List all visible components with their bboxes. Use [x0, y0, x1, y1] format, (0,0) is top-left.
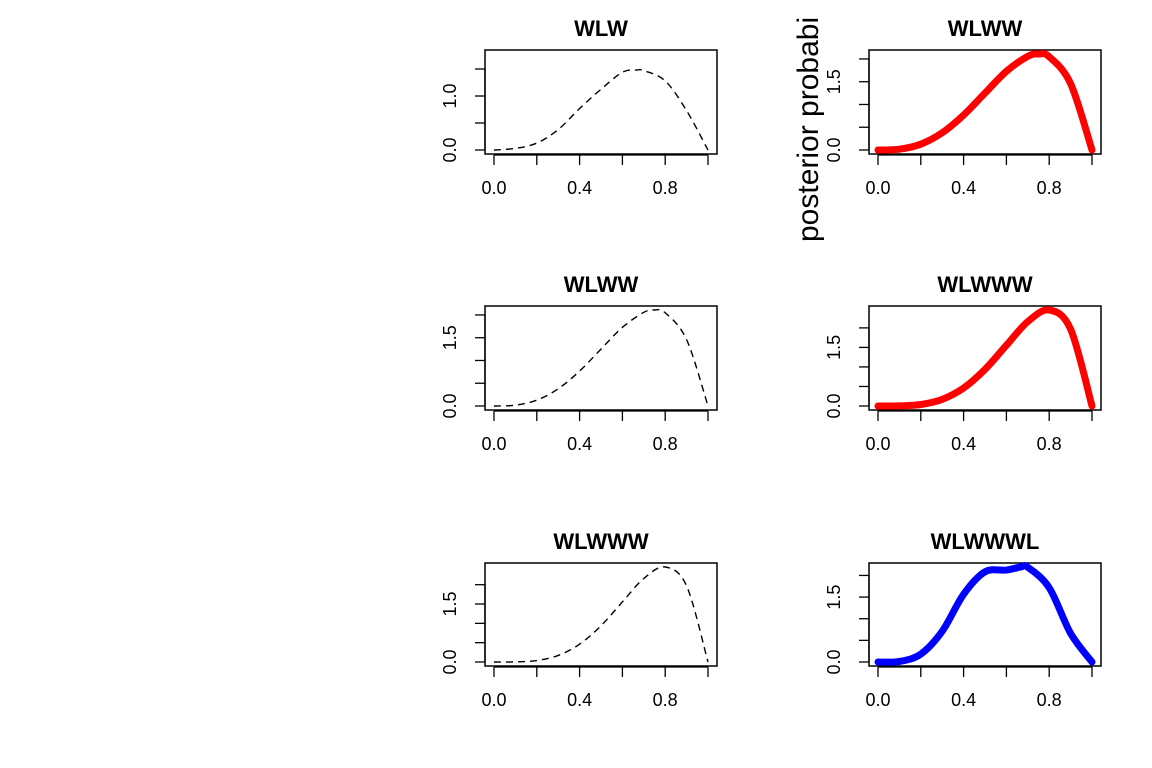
y-tick-label: 1.5 — [440, 325, 460, 350]
panel-6: WLWWWL 0.0 0.4 0.8 0.0 1.5 — [824, 529, 1102, 710]
x-tick-label: 0.0 — [481, 178, 506, 198]
plot-frame — [484, 562, 718, 667]
x-tick-label: 0.4 — [567, 178, 592, 198]
x-tick-label: 0.4 — [567, 690, 592, 710]
panel-title: WLWWW — [937, 272, 1033, 297]
density-curve — [493, 566, 709, 663]
y-tick-label: 0.0 — [824, 393, 844, 418]
density-curve — [493, 308, 709, 407]
density-curve — [493, 68, 709, 151]
x-tick-label: 0.0 — [865, 434, 890, 454]
y-tick-label: 0.0 — [440, 137, 460, 162]
x-tick-label: 0.8 — [653, 434, 678, 454]
panel-title: WLWW — [948, 16, 1023, 41]
panel-title: WLWWWL — [931, 529, 1040, 554]
x-tick-label: 0.8 — [1037, 690, 1062, 710]
x-tick-label: 0.8 — [1037, 434, 1062, 454]
x-tick-label: 0.0 — [481, 690, 506, 710]
panel-3: WLWW 0.0 0.4 0.8 0.0 1.5 — [440, 272, 718, 454]
x-tick-label: 0.8 — [1037, 178, 1062, 198]
plot-frame — [868, 49, 1102, 155]
panel-title: WLW — [574, 16, 628, 41]
x-tick-label: 0.4 — [951, 690, 976, 710]
y-tick-label: 1.5 — [824, 69, 844, 94]
x-tick-label: 0.8 — [653, 690, 678, 710]
density-curve — [874, 50, 1096, 154]
x-tick-label: 0.8 — [653, 178, 678, 198]
panel-4: WLWWW 0.0 0.4 0.8 0.0 1.5 — [824, 272, 1102, 454]
y-tick-label: 0.0 — [824, 137, 844, 162]
y-tick-label: 0.0 — [440, 393, 460, 418]
panel-1: WLW 0.0 0.4 0.8 0.0 1.0 — [440, 16, 718, 198]
y-tick-label: 1.0 — [440, 83, 460, 108]
x-tick-label: 0.0 — [481, 434, 506, 454]
y-tick-label: 1.5 — [824, 335, 844, 360]
stray-ylabel: posterior probabi — [792, 17, 825, 242]
density-curve — [874, 562, 1096, 666]
x-tick-label: 0.4 — [951, 178, 976, 198]
y-tick-label: 1.5 — [824, 585, 844, 610]
plot-frame — [484, 49, 718, 155]
y-tick-label: 0.0 — [440, 649, 460, 674]
plot-frame — [484, 305, 718, 411]
panel-title: WLWW — [564, 272, 639, 297]
x-tick-label: 0.0 — [865, 178, 890, 198]
density-curve — [874, 306, 1096, 410]
y-tick-label: 1.5 — [440, 592, 460, 617]
panel-title: WLWWW — [553, 529, 649, 554]
panel-5: WLWWW 0.0 0.4 0.8 0.0 1.5 — [440, 529, 718, 710]
panel-2: WLWW 0.0 0.4 0.8 0.0 1.5 — [824, 16, 1102, 198]
x-tick-label: 0.0 — [865, 690, 890, 710]
y-tick-label: 0.0 — [824, 649, 844, 674]
x-tick-label: 0.4 — [567, 434, 592, 454]
x-tick-label: 0.4 — [951, 434, 976, 454]
plot-frame — [868, 562, 1102, 667]
